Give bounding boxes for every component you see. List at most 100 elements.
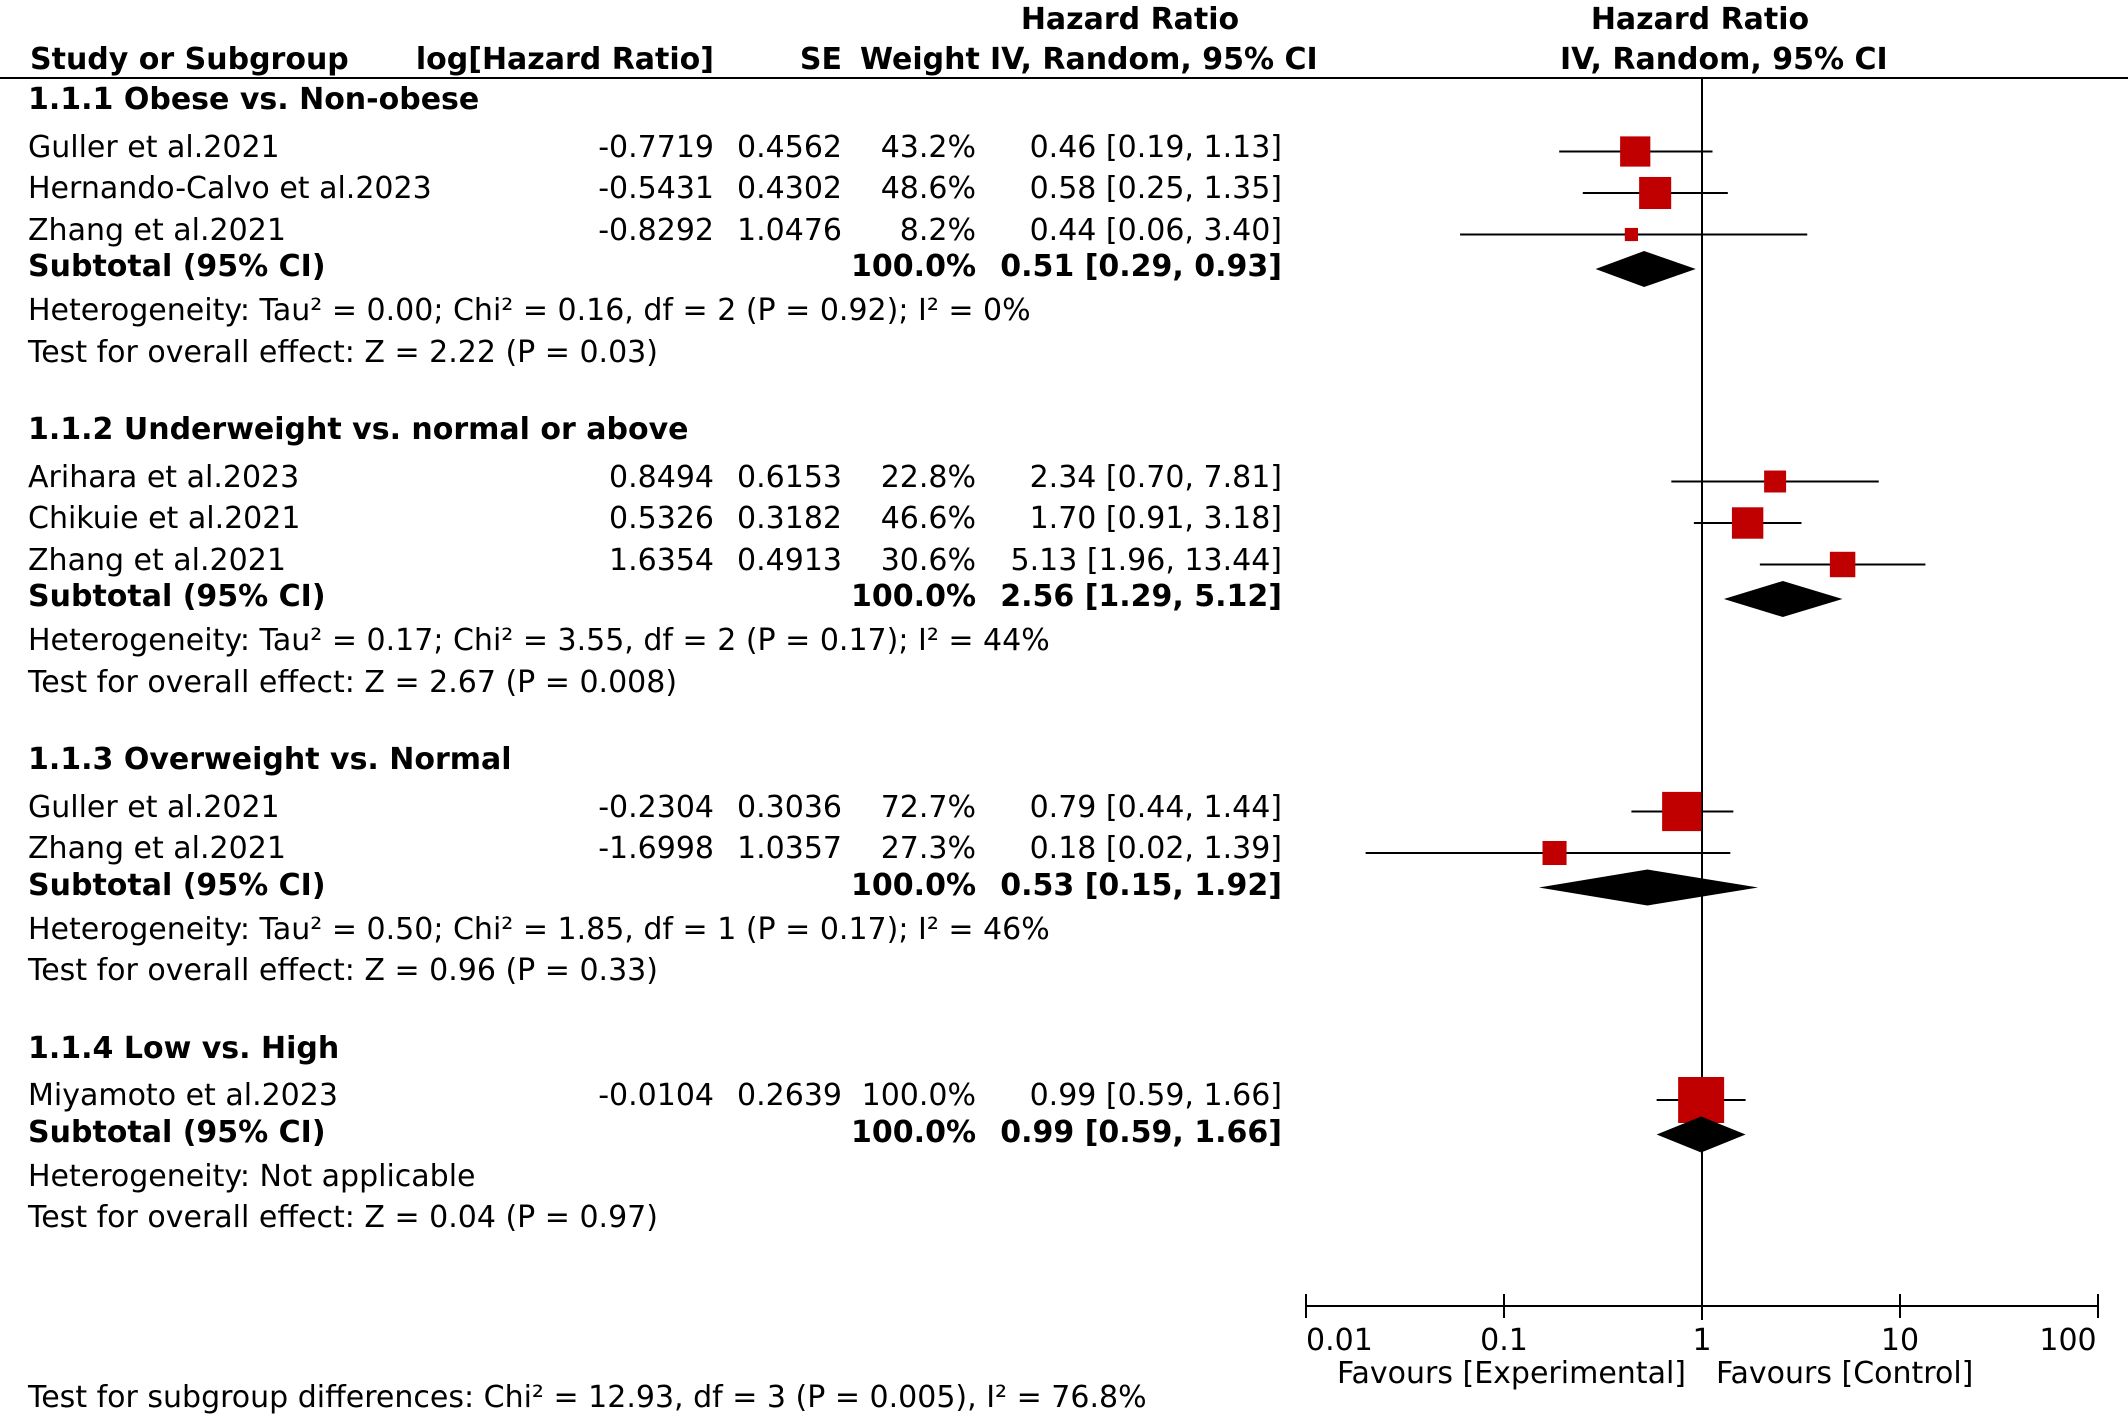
loghr-column-header: log[Hazard Ratio] [415, 42, 714, 77]
favours-left-label: Favours [Experimental] [1337, 1356, 1686, 1391]
study-ci: 0.58 [0.25, 1.35] [1029, 171, 1282, 206]
hr-header-right: Hazard Ratio [1590, 2, 1810, 37]
subtotal-weight: 100.0% [851, 1114, 976, 1150]
x-tick-label: 0.1 [1480, 1323, 1528, 1358]
study-name: Chikuie et al.2021 [28, 501, 301, 536]
study-marker [1542, 840, 1567, 866]
study-loghr: -0.2304 [598, 789, 714, 825]
subtotal-ci: 0.53 [0.15, 1.92] [1000, 867, 1282, 903]
x-tick-label: 100 [2039, 1323, 2096, 1358]
subgroup-title: 1.1.4 Low vs. High [28, 1030, 340, 1066]
study-marker [1678, 1077, 1725, 1123]
study-se: 1.0357 [737, 831, 842, 866]
study-loghr: -0.5431 [598, 171, 714, 206]
study-name: Zhang et al.2021 [28, 542, 286, 578]
study-marker [1764, 470, 1787, 493]
overall-effect-text: Test for overall effect: Z = 2.67 (P = 0… [28, 664, 678, 700]
subgroup-title: 1.1.3 Overweight vs. Normal [28, 742, 512, 777]
heterogeneity-text: Heterogeneity: Tau² = 0.00; Chi² = 0.16,… [28, 293, 1031, 328]
study-ci: 0.44 [0.06, 3.40] [1029, 212, 1282, 248]
study-ci: 5.13 [1.96, 13.44] [1010, 542, 1283, 578]
study-marker [1731, 507, 1764, 539]
study-marker [1829, 551, 1856, 578]
subtotal-weight: 100.0% [851, 579, 976, 614]
study-weight: 46.6% [880, 501, 976, 536]
subtotal-ci: 0.51 [0.29, 0.93] [1000, 249, 1282, 284]
study-loghr: -0.7719 [598, 129, 714, 165]
x-tick-label: 0.01 [1306, 1323, 1373, 1358]
study-se: 0.4913 [737, 542, 842, 578]
hr-header-left: Hazard Ratio [1020, 2, 1240, 37]
study-ci: 2.34 [0.70, 7.81] [1029, 459, 1282, 495]
subtotal-ci: 0.99 [0.59, 1.66] [1000, 1114, 1282, 1150]
subtotal-label: Subtotal (95% CI) [28, 867, 326, 903]
subtotal-diamond [1538, 869, 1759, 906]
study-name: Zhang et al.2021 [28, 212, 286, 248]
subtotal-label: Subtotal (95% CI) [28, 1114, 326, 1150]
study-weight: 72.7% [880, 789, 976, 825]
study-name: Guller et al.2021 [28, 789, 280, 825]
study-marker [1662, 791, 1702, 832]
study-name: Guller et al.2021 [28, 129, 280, 165]
subtotal-label: Subtotal (95% CI) [28, 249, 326, 284]
study-weight: 30.6% [880, 542, 976, 578]
weight-column-header: Weight [860, 42, 980, 77]
ci-column-header-right: IV, Random, 95% CI [1560, 42, 1888, 77]
subtotal-diamond [1595, 251, 1696, 287]
study-ci: 1.70 [0.91, 3.18] [1029, 501, 1282, 536]
study-weight: 8.2% [899, 212, 976, 248]
subtotal-diamond [1723, 581, 1843, 617]
study-name: Hernando-Calvo et al.2023 [28, 171, 432, 206]
subtotal-diamond [1656, 1116, 1746, 1153]
study-ci: 0.46 [0.19, 1.13] [1029, 129, 1282, 165]
overall-effect-text: Test for overall effect: Z = 0.04 (P = 0… [28, 1200, 658, 1235]
overall-effect-text: Test for overall effect: Z = 2.22 (P = 0… [28, 334, 658, 370]
study-se: 0.6153 [737, 459, 842, 495]
study-weight: 48.6% [880, 171, 976, 206]
study-loghr: 1.6354 [609, 542, 714, 578]
study-loghr: 0.5326 [609, 501, 714, 536]
study-loghr: -1.6998 [598, 831, 714, 866]
study-weight: 27.3% [880, 831, 976, 866]
study-loghr: 0.8494 [609, 459, 714, 495]
study-ci: 0.18 [0.02, 1.39] [1029, 831, 1282, 866]
subtotal-label: Subtotal (95% CI) [28, 579, 326, 614]
study-marker [1639, 176, 1672, 210]
subtotal-weight: 100.0% [851, 867, 976, 903]
study-loghr: -0.8292 [598, 212, 714, 248]
study-se: 0.4562 [737, 129, 842, 165]
subgroup-title: 1.1.1 Obese vs. Non-obese [28, 82, 480, 117]
study-se: 0.4302 [737, 171, 842, 206]
subgroup-differences-test: Test for subgroup differences: Chi² = 12… [28, 1380, 1147, 1415]
subtotal-ci: 2.56 [1.29, 5.12] [1000, 579, 1282, 614]
x-tick-label: 1 [1692, 1323, 1711, 1358]
study-weight: 43.2% [880, 129, 976, 165]
study-se: 1.0476 [737, 212, 842, 248]
study-column-header: Study or Subgroup [30, 42, 349, 77]
ci-column-header-left: IV, Random, 95% CI [990, 42, 1318, 77]
heterogeneity-text: Heterogeneity: Tau² = 0.17; Chi² = 3.55,… [28, 623, 1050, 658]
study-weight: 100.0% [861, 1078, 976, 1113]
study-ci: 0.79 [0.44, 1.44] [1029, 789, 1282, 825]
study-ci: 0.99 [0.59, 1.66] [1029, 1078, 1282, 1113]
study-name: Arihara et al.2023 [28, 459, 300, 495]
study-name: Miyamoto et al.2023 [28, 1078, 338, 1113]
study-se: 0.2639 [737, 1078, 842, 1113]
study-weight: 22.8% [880, 459, 976, 495]
heterogeneity-text: Heterogeneity: Tau² = 0.50; Chi² = 1.85,… [28, 911, 1050, 947]
subtotal-weight: 100.0% [851, 249, 976, 284]
x-tick-label: 10 [1881, 1323, 1919, 1358]
favours-right-label: Favours [Control] [1716, 1356, 1973, 1391]
subgroup-title: 1.1.2 Underweight vs. normal or above [28, 412, 689, 447]
se-column-header: SE [799, 42, 842, 77]
study-name: Zhang et al.2021 [28, 831, 286, 866]
heterogeneity-text: Heterogeneity: Not applicable [28, 1158, 476, 1194]
overall-effect-text: Test for overall effect: Z = 0.96 (P = 0… [28, 953, 658, 988]
study-loghr: -0.0104 [598, 1078, 714, 1113]
study-se: 0.3182 [737, 501, 842, 536]
study-se: 0.3036 [737, 789, 842, 825]
study-marker [1624, 227, 1638, 242]
study-marker [1620, 136, 1651, 167]
